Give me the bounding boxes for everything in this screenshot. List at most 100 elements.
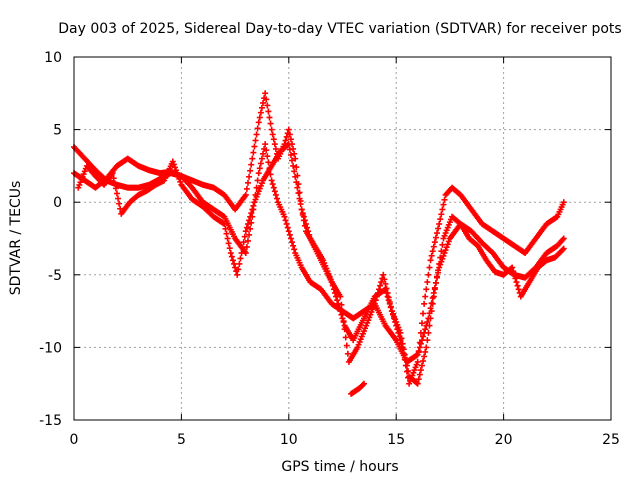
data-point [301, 222, 308, 229]
data-point [253, 131, 260, 138]
data-point [418, 320, 425, 327]
x-tick-label: 5 [177, 432, 186, 448]
data-point [371, 300, 378, 307]
x-tick-label: 25 [602, 432, 620, 448]
data-point [425, 271, 432, 278]
data-point [387, 303, 394, 310]
data-point [272, 145, 279, 152]
data-point [445, 238, 452, 245]
data-point [265, 159, 272, 166]
data-point [262, 90, 269, 97]
data-point [426, 322, 433, 329]
data-point [338, 301, 345, 308]
data-point [397, 329, 404, 336]
data-point [115, 195, 122, 202]
data-point [171, 164, 178, 171]
data-point [246, 173, 253, 180]
data-point [254, 177, 261, 184]
data-point [417, 340, 424, 347]
data-point [299, 211, 306, 218]
data-point [253, 184, 260, 191]
y-tick-label: 0 [53, 195, 62, 211]
data-point [443, 244, 450, 251]
data-point [439, 241, 446, 248]
data-point [255, 119, 262, 126]
data-point [377, 282, 384, 289]
data-point [428, 308, 435, 315]
data-point [431, 239, 438, 246]
data-point [293, 179, 300, 186]
data-point [413, 379, 420, 386]
data-point [382, 286, 389, 293]
data-point [242, 228, 249, 235]
data-point [177, 178, 184, 185]
data-point [286, 231, 293, 238]
data-point [437, 254, 444, 261]
data-point [252, 137, 259, 144]
data-point [289, 239, 296, 246]
data-point [257, 109, 264, 116]
data-point [228, 253, 235, 260]
data-point [257, 160, 264, 167]
data-point [442, 247, 449, 254]
data-point [244, 179, 251, 186]
data-point [510, 268, 517, 275]
data-point [282, 217, 289, 224]
data-point [248, 161, 255, 168]
data-point [378, 279, 385, 286]
data-point [236, 260, 243, 267]
data-point [247, 225, 254, 232]
data-point [244, 237, 251, 244]
data-point [417, 367, 424, 374]
data-point [285, 228, 292, 235]
data-point [289, 157, 296, 164]
data-point [247, 167, 254, 174]
data-point [265, 108, 272, 115]
data-point [247, 213, 254, 220]
data-point [287, 235, 294, 242]
x-tick-label: 20 [495, 432, 513, 448]
data-point [416, 344, 423, 351]
data-point [341, 326, 348, 333]
data-point [380, 271, 387, 278]
data-point [418, 362, 425, 369]
data-point [267, 120, 274, 127]
data-point [402, 357, 409, 364]
series-track-d [348, 380, 367, 397]
data-point [422, 348, 429, 355]
data-point [420, 310, 427, 317]
data-point [249, 206, 256, 213]
data-point [291, 150, 298, 157]
data-point [372, 297, 379, 304]
data-point [431, 286, 438, 293]
data-point [246, 231, 253, 238]
data-point [240, 239, 247, 246]
data-point [426, 264, 433, 271]
axis-ticks: 0 5 10 15 20 25 -15 -10 -5 0 5 10 [39, 50, 620, 448]
data-point [264, 153, 271, 160]
data-point [437, 216, 444, 223]
data-point [560, 199, 567, 206]
data-point [250, 202, 257, 209]
data-point [281, 213, 288, 220]
y-tick-label: -5 [48, 268, 62, 284]
data-point [384, 289, 391, 296]
data-point [398, 335, 405, 342]
x-tick-label: 0 [70, 432, 79, 448]
data-point [405, 367, 412, 374]
data-point [415, 376, 422, 383]
data-point [296, 195, 303, 202]
data-point [290, 242, 297, 249]
data-point [414, 380, 421, 387]
data-point [224, 235, 231, 242]
data-point [434, 273, 441, 280]
data-point [221, 220, 228, 227]
data-point [436, 220, 443, 227]
data-point [270, 136, 277, 143]
data-point [422, 293, 429, 300]
data-point [170, 161, 177, 168]
data-point [244, 220, 251, 227]
data-point [438, 211, 445, 218]
data-point [440, 252, 447, 259]
data-point [272, 191, 279, 198]
